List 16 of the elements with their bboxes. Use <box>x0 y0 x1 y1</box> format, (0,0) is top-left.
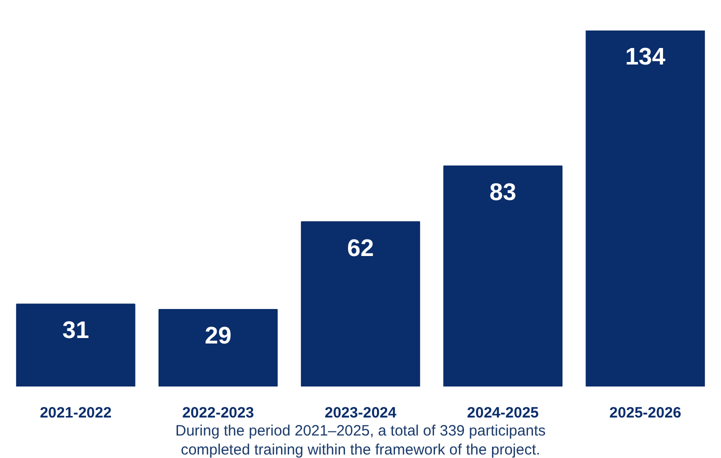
x-tick-label: 2021-2022 <box>40 404 112 422</box>
bar <box>443 165 562 386</box>
data-label: 134 <box>625 44 666 70</box>
data-label: 62 <box>347 234 374 262</box>
x-tick-label: 2023-2024 <box>324 404 398 422</box>
data-label: 31 <box>62 317 90 344</box>
bar <box>586 30 705 386</box>
x-tick-label: 2024-2025 <box>467 404 539 422</box>
bar <box>158 308 278 386</box>
bar <box>300 221 420 386</box>
text: During the period 2021–2025, a total of 339 participants completed training within the framework of the project. <box>175 422 546 458</box>
x-tick-label: 2025-2026 <box>609 404 682 422</box>
data-label: 83 <box>490 178 516 206</box>
bar <box>16 304 136 386</box>
data-label: 29 <box>204 322 232 350</box>
x-tick-label: 2022-2023 <box>182 404 254 422</box>
